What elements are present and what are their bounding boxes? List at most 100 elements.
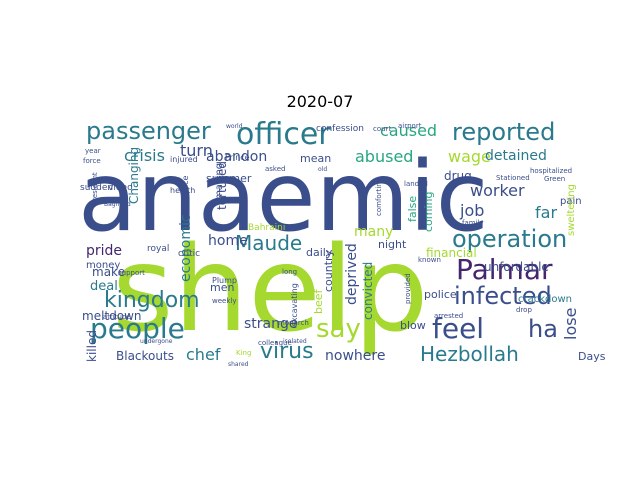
word-daily: daily bbox=[306, 246, 333, 259]
word-making: making bbox=[214, 163, 225, 200]
word-monarch: monarch bbox=[278, 319, 309, 327]
word-comforting: comforting bbox=[375, 178, 383, 216]
word-kingdom: kingdom bbox=[104, 288, 200, 313]
word-president: President bbox=[91, 172, 99, 205]
word-strange: strange bbox=[244, 316, 298, 332]
word-green: Green bbox=[544, 175, 565, 183]
word-financial: financial bbox=[426, 246, 477, 260]
word-pride: pride bbox=[86, 243, 122, 259]
word-plump: Plump bbox=[212, 276, 237, 285]
word-wage: wage bbox=[448, 147, 491, 166]
word-health: health bbox=[170, 186, 195, 195]
word-hospitalized: hospitalized bbox=[530, 167, 572, 175]
word-drop: drop bbox=[516, 306, 532, 314]
word-chef: chef bbox=[186, 345, 221, 364]
word-crackdown: crackdown bbox=[518, 294, 572, 305]
word-turn: turn bbox=[180, 141, 213, 160]
word-summer: summer bbox=[206, 172, 252, 185]
word-night: night bbox=[378, 238, 407, 251]
word-officer: officer bbox=[236, 117, 331, 152]
word-royal: royal bbox=[147, 244, 169, 254]
word-king: King bbox=[236, 349, 251, 357]
word-killed: killed bbox=[85, 330, 99, 362]
word-police: police bbox=[424, 288, 457, 301]
word-critic: critic bbox=[178, 249, 200, 259]
word-home: home bbox=[208, 233, 248, 249]
word-blow: blow bbox=[400, 319, 426, 332]
word-people: people bbox=[90, 312, 185, 345]
word-anaemic: anaemic bbox=[78, 141, 489, 253]
word-unfordable: unfordable bbox=[484, 260, 549, 274]
word-deal: deal bbox=[90, 279, 118, 294]
word-caused: caused bbox=[380, 121, 437, 140]
word-detained: detained bbox=[485, 148, 547, 164]
word-landed: landed bbox=[404, 180, 428, 188]
word-excavating: excavating bbox=[290, 283, 299, 327]
word-video: video bbox=[108, 183, 133, 193]
word-changing: Changing bbox=[127, 147, 141, 204]
word-pain: pain bbox=[560, 196, 582, 207]
word-isolated: isolated bbox=[283, 338, 307, 345]
word-asked: asked bbox=[265, 165, 286, 173]
word-attitude: attitude bbox=[103, 313, 131, 321]
word-airport: airport bbox=[398, 122, 422, 130]
word-colleague: colleague bbox=[258, 339, 292, 347]
word-make: make bbox=[92, 265, 125, 279]
word-year: year bbox=[85, 147, 101, 155]
word-far: far bbox=[535, 203, 557, 222]
word-support: support bbox=[118, 269, 145, 277]
word-shelp: shelp bbox=[112, 220, 429, 358]
word-force: force bbox=[83, 157, 101, 165]
word-economic: economic bbox=[178, 214, 194, 282]
word-intelligence: intelligence bbox=[181, 176, 190, 222]
word-country: country bbox=[322, 249, 335, 292]
word-tortured: tortured bbox=[215, 161, 229, 210]
word-infected: infected bbox=[454, 282, 552, 310]
word-reported: reported bbox=[452, 118, 555, 146]
word-sweltering: sweltering bbox=[566, 184, 577, 236]
word-arrested: arrested bbox=[434, 312, 463, 320]
word-shared: shared bbox=[228, 361, 249, 368]
word-stationed: Stationed bbox=[496, 174, 530, 182]
word-injured: injured bbox=[170, 155, 198, 164]
word-drug: drug bbox=[444, 169, 472, 183]
word-passenger: passenger bbox=[86, 117, 211, 145]
word-deprived: deprived bbox=[344, 243, 360, 305]
word-family: family bbox=[462, 219, 484, 227]
word-baghdad: Baghdad bbox=[104, 201, 131, 208]
word-confession: confession bbox=[316, 124, 364, 134]
word-mean: mean bbox=[300, 152, 331, 165]
word-days: Days bbox=[578, 350, 606, 363]
word-virus: virus bbox=[260, 339, 314, 364]
word-prince: Prince bbox=[225, 153, 250, 162]
word-false: false bbox=[406, 196, 419, 222]
word-provided: provided bbox=[404, 273, 412, 304]
word-many: many bbox=[354, 224, 393, 240]
word-palmar: Palmar bbox=[456, 253, 553, 286]
word-ha: ha bbox=[528, 315, 558, 343]
word-money: money bbox=[86, 260, 120, 271]
word-sudden: sudden bbox=[80, 183, 113, 193]
word-world: world bbox=[226, 123, 243, 130]
word-known: known bbox=[418, 256, 441, 264]
chart-title: 2020-07 bbox=[286, 92, 354, 111]
word-lose: lose bbox=[561, 308, 580, 340]
word-blackouts: Blackouts bbox=[116, 349, 174, 363]
word-coming: coming bbox=[422, 191, 435, 232]
word-abandon: abandon bbox=[206, 149, 267, 165]
word-men: men bbox=[210, 281, 234, 294]
word-convicted: convicted bbox=[361, 262, 375, 320]
word-worker: worker bbox=[470, 181, 525, 200]
word-meltdown: meltdown bbox=[82, 309, 142, 323]
word-beef: beef bbox=[312, 288, 325, 314]
word-hezbollah: Hezbollah bbox=[420, 342, 519, 366]
word-court: court bbox=[373, 125, 391, 133]
word-abused: abused bbox=[355, 147, 413, 166]
word-job: job bbox=[459, 201, 484, 220]
word-maude: Maude bbox=[235, 231, 302, 255]
word-nowhere: nowhere bbox=[325, 348, 385, 364]
word-long: long bbox=[282, 268, 297, 276]
word-feel: feel bbox=[432, 312, 484, 345]
word-operation: operation bbox=[452, 225, 567, 253]
